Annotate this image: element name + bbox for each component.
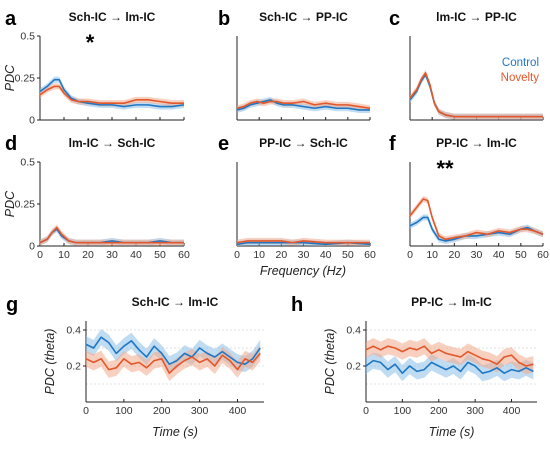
- significance-marker-f: **: [436, 156, 454, 181]
- series-line-control-b: [236, 99, 370, 111]
- x-tick-label: 30: [298, 249, 310, 261]
- x-tick-label: 50: [342, 249, 354, 261]
- panel-title-h: PP-IC → lm-IC: [411, 295, 492, 309]
- y-tick-label: 0.25: [15, 199, 36, 211]
- panel-title-e: PP-IC → Sch-IC: [259, 136, 348, 150]
- panel-label-c: c: [389, 8, 400, 30]
- panel-b: b Sch-IC → PP-IC: [218, 8, 371, 121]
- series-line-novelty-c: [409, 72, 543, 118]
- x-tick-label: 100: [394, 405, 412, 417]
- panel-h: h PP-IC → lm-IC 0.2 0.4 0 100 200 300 400 PDC (th…: [291, 294, 537, 439]
- y-tick-label: 0: [29, 115, 35, 127]
- series-line-novelty-f: [409, 198, 544, 241]
- panel-title-d: lm-IC → Sch-IC: [69, 136, 156, 150]
- panel-title-g: Sch-IC → lm-IC: [132, 295, 219, 309]
- panel-label-f: f: [389, 133, 396, 155]
- y-tick-label: 0.5: [20, 31, 35, 43]
- band-novelty-f: [410, 195, 543, 243]
- series-line-novelty-g: [85, 352, 261, 375]
- band-control-h: [366, 352, 534, 382]
- band-novelty-h: [366, 338, 534, 375]
- panel-title-f: PP-IC → lm-IC: [436, 136, 517, 150]
- x-tick-label: 400: [503, 405, 521, 417]
- x-tick-label: 10: [253, 249, 265, 261]
- y-tick-label: 0.5: [20, 157, 35, 169]
- x-tick-label: 10: [426, 249, 438, 261]
- x-tick-label: 0: [363, 405, 369, 417]
- series-line-novelty-d: [39, 226, 184, 244]
- series-line-control-h: [365, 359, 534, 375]
- x-tick-label: 20: [82, 249, 94, 261]
- panel-f: f PP-IC → lm-IC 0 10 20 30 40 50 60 **: [389, 133, 549, 261]
- panel-label-e: e: [218, 133, 229, 155]
- panel-a: a Sch-IC → lm-IC 0 0.25 0.5 PDC *: [3, 8, 185, 127]
- x-tick-label: 0: [407, 249, 413, 261]
- legend-novelty: Novelty: [501, 72, 540, 84]
- series-line-novelty-a: [39, 85, 184, 104]
- band-novelty-d: [40, 224, 184, 246]
- series-line-control-a: [39, 78, 185, 108]
- x-axis-label-frequency: Frequency (Hz): [260, 264, 346, 278]
- panel-title-c: lm-IC → PP-IC: [436, 10, 517, 24]
- x-tick-label: 40: [493, 249, 505, 261]
- x-tick-label: 40: [320, 249, 332, 261]
- x-tick-label: 200: [153, 405, 171, 417]
- y-axis-label-h: PDC (theta): [323, 329, 337, 395]
- x-axis-label-h: Time (s): [429, 425, 475, 439]
- panel-label-a: a: [5, 8, 17, 30]
- x-tick-label: 300: [466, 405, 484, 417]
- panel-label-g: g: [6, 294, 18, 316]
- series-line-novelty-e: [236, 240, 370, 244]
- y-tick-label: 0: [29, 241, 35, 253]
- x-tick-label: 200: [430, 405, 448, 417]
- panel-e: e PP-IC → Sch-IC 0 10 20 30 40 50 60: [218, 133, 376, 261]
- series-line-control-e: [236, 241, 371, 246]
- x-tick-label: 40: [130, 249, 142, 261]
- y-axis-label-g: PDC (theta): [43, 329, 57, 395]
- x-tick-label: 400: [229, 405, 247, 417]
- y-axis-label-a: PDC: [3, 64, 17, 91]
- y-tick-label: 0.2: [346, 361, 361, 373]
- x-tick-label: 60: [178, 249, 190, 261]
- panel-title-b: Sch-IC → PP-IC: [259, 10, 348, 24]
- panel-c: c lm-IC → PP-IC Control Novelty: [389, 8, 544, 121]
- x-tick-label: 60: [537, 249, 549, 261]
- legend-control: Control: [502, 57, 539, 69]
- x-tick-label: 20: [275, 249, 287, 261]
- y-axis-label-d: PDC: [3, 190, 17, 217]
- panel-label-h: h: [291, 294, 303, 316]
- panel-g: g Sch-IC → lm-IC 0.2 0.4 0 100 200 300 400 PDC (t…: [6, 294, 264, 439]
- band-novelty-g: [86, 345, 261, 382]
- x-tick-label: 0: [234, 249, 240, 261]
- y-tick-label: 0.2: [66, 361, 81, 373]
- x-tick-label: 100: [115, 405, 133, 417]
- series-line-control-g: [85, 336, 261, 366]
- x-tick-label: 20: [448, 249, 460, 261]
- x-tick-label: 300: [191, 405, 209, 417]
- x-tick-label: 30: [106, 249, 118, 261]
- panel-label-b: b: [218, 8, 230, 30]
- x-tick-label: 50: [515, 249, 527, 261]
- band-control-f: [410, 214, 543, 244]
- x-tick-label: 60: [364, 249, 376, 261]
- x-tick-label: 0: [37, 249, 43, 261]
- y-tick-label: 0.25: [15, 73, 36, 85]
- panel-d: d lm-IC → Sch-IC 0 0.25 0.5 0 10 20 30 40 50 60 PDC: [3, 133, 190, 261]
- x-tick-label: 30: [471, 249, 483, 261]
- y-tick-label: 0.4: [66, 325, 81, 337]
- x-tick-label: 10: [58, 249, 70, 261]
- x-axis-label-g: Time (s): [152, 425, 198, 439]
- series-line-novelty-h: [365, 345, 534, 367]
- x-tick-label: 50: [154, 249, 166, 261]
- panel-title-a: Sch-IC → lm-IC: [69, 10, 156, 24]
- panel-label-d: d: [5, 133, 17, 155]
- series-line-novelty-b: [236, 100, 371, 110]
- x-tick-label: 0: [83, 405, 89, 417]
- significance-marker-a: *: [86, 30, 95, 55]
- y-tick-label: 0.4: [346, 325, 361, 337]
